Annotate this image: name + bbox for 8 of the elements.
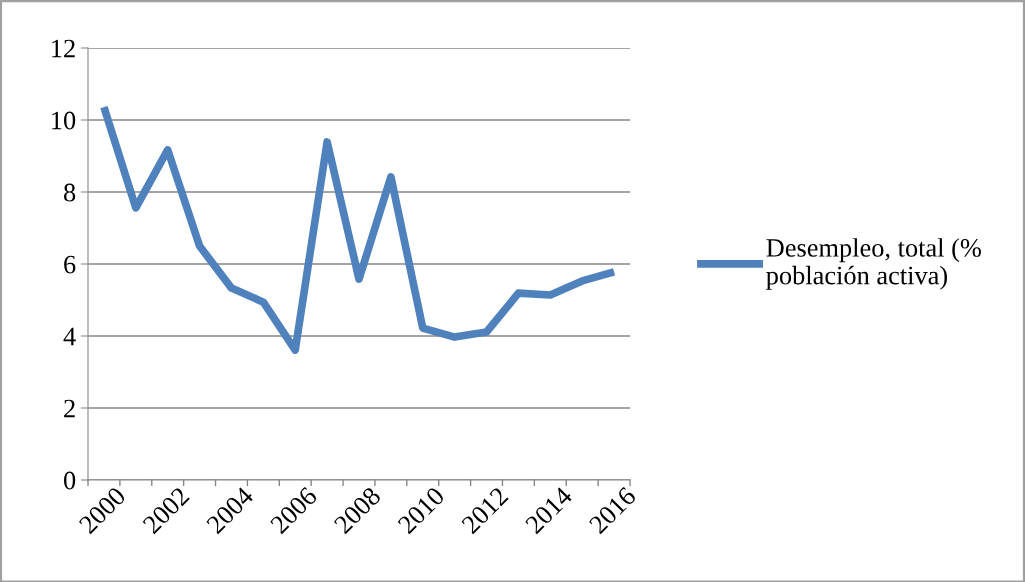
y-tick-label: 4 <box>63 327 76 346</box>
y-tick-label: 0 <box>64 471 76 490</box>
y-tick-label: 2 <box>64 399 75 418</box>
y-tick-label: 8 <box>64 183 76 202</box>
legend-label: Desempleo, total (% población activa) <box>766 238 981 290</box>
y-tick-label: 6 <box>64 255 76 274</box>
y-tick-label: 12 <box>52 39 75 58</box>
y-tick-label: 10 <box>52 111 76 130</box>
